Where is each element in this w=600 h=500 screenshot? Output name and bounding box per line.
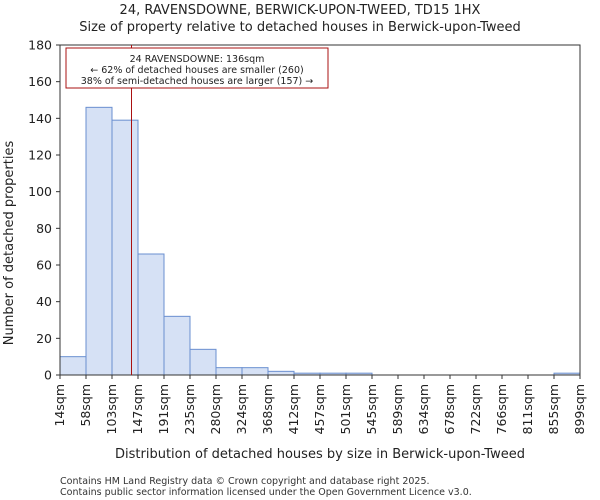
bar-14sqm xyxy=(59,356,87,376)
y-tick-label: 120 xyxy=(28,148,52,163)
x-tick-label: 766sqm xyxy=(494,384,509,434)
x-tick-label: 634sqm xyxy=(416,384,431,434)
x-tick-label: 280sqm xyxy=(208,384,223,434)
bar-191sqm xyxy=(163,315,191,376)
x-tick-label: 545sqm xyxy=(364,384,379,434)
x-tick-label: 855sqm xyxy=(546,384,561,434)
x-tick-label: 811sqm xyxy=(520,384,535,434)
chart-title-line1: 24, RAVENSDOWNE, BERWICK-UPON-TWEED, TD1… xyxy=(120,3,481,18)
plot-area: 0 20 40 60 80 100 120 140 160 180 14sqm 58sqm 103sq… xyxy=(28,38,587,435)
x-tick-label: 103sqm xyxy=(104,384,119,434)
x-tick-label: 899sqm xyxy=(572,384,587,434)
x-tick-label: 501sqm xyxy=(338,384,353,434)
y-tick-label: 140 xyxy=(28,111,52,126)
annotation-line1: 24 RAVENSDOWNE: 136sqm xyxy=(130,54,265,65)
x-tick-label: 412sqm xyxy=(286,384,301,434)
bar-147sqm xyxy=(137,253,165,376)
y-tick-label: 60 xyxy=(36,258,52,273)
annotation-border xyxy=(65,47,329,89)
bar-324sqm xyxy=(241,367,269,376)
x-tick-label: 191sqm xyxy=(156,384,171,434)
annotation-line3: 38% of semi-detached houses are larger (… xyxy=(81,76,314,87)
x-ticks-group: 14sqm 58sqm 103sqm 147sqm 191sqm 235sqm 280sqm… xyxy=(52,375,587,434)
x-tick-label: 235sqm xyxy=(182,384,197,434)
bar-103sqm xyxy=(111,119,139,376)
x-tick-label: 147sqm xyxy=(130,384,145,434)
bar-280sqm xyxy=(215,367,243,376)
y-tick-label: 160 xyxy=(28,74,52,89)
y-axis-label: Number of detached properties xyxy=(2,141,17,346)
bar-58sqm xyxy=(85,106,113,376)
x-tick-label: 368sqm xyxy=(260,384,275,434)
chart-title-line2: Size of property relative to detached ho… xyxy=(79,20,521,35)
annotation-line2: ← 62% of detached houses are smaller (26… xyxy=(90,65,303,76)
y-tick-label: 180 xyxy=(28,38,52,53)
x-tick-label: 58sqm xyxy=(78,384,93,427)
x-tick-label: 457sqm xyxy=(312,384,327,434)
y-ticks-group: 0 20 40 60 80 100 120 140 160 180 xyxy=(28,38,60,383)
x-tick-label: 722sqm xyxy=(468,384,483,434)
x-tick-label: 324sqm xyxy=(234,384,249,434)
bar-235sqm xyxy=(189,348,217,376)
x-tick-label: 678sqm xyxy=(442,384,457,434)
y-tick-label: 0 xyxy=(44,368,52,383)
footer-line1: Contains HM Land Registry data © Crown c… xyxy=(60,476,430,487)
y-tick-label: 100 xyxy=(28,184,52,199)
annotation-box: 24 RAVENSDOWNE: 136sqm ← 62% of detached… xyxy=(65,47,329,89)
footer-line2: Contains public sector information licen… xyxy=(60,487,472,498)
x-tick-label: 589sqm xyxy=(390,384,405,434)
bars-group xyxy=(59,106,581,376)
plot-frame xyxy=(59,44,581,376)
x-tick-label: 14sqm xyxy=(52,384,67,427)
bar-368sqm xyxy=(267,370,295,376)
x-axis-label: Distribution of detached houses by size … xyxy=(115,447,525,462)
y-tick-label: 20 xyxy=(36,331,52,346)
y-tick-label: 40 xyxy=(36,294,52,309)
y-tick-label: 80 xyxy=(36,221,52,236)
